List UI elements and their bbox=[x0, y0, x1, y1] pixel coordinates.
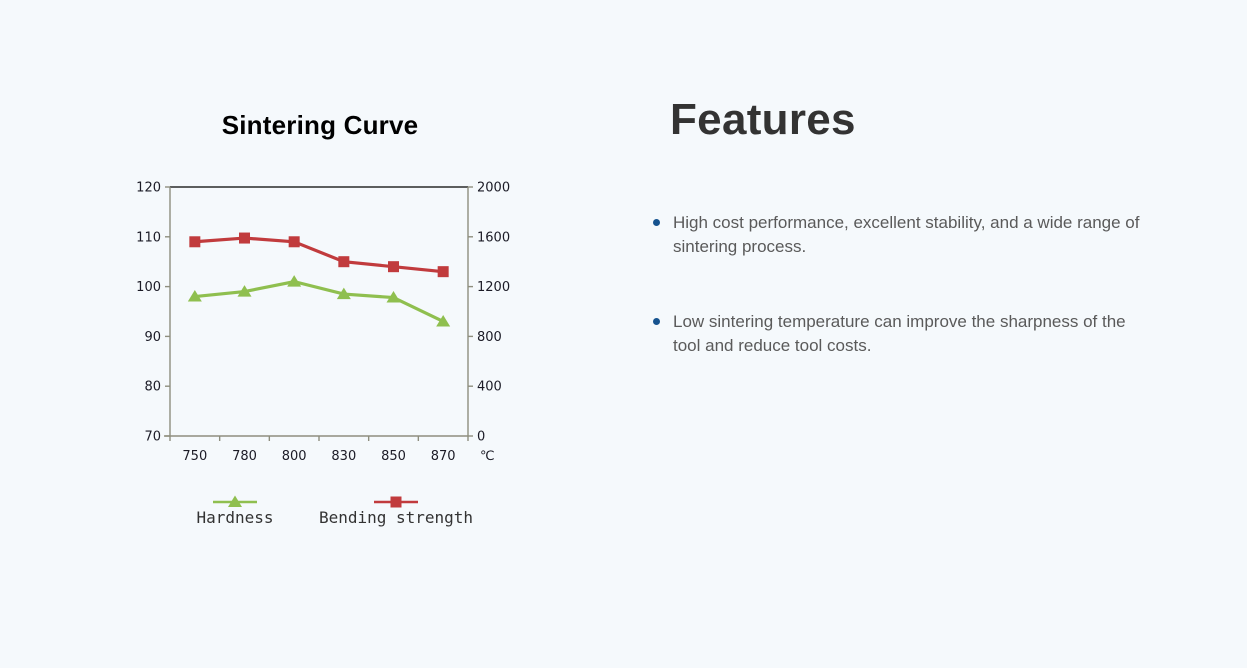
legend-marker bbox=[228, 495, 242, 507]
right-axis-tick-label: 1600 bbox=[477, 230, 510, 245]
data-point-marker bbox=[187, 290, 202, 302]
series-line-hardness bbox=[194, 279, 444, 323]
data-point-marker bbox=[386, 291, 401, 303]
feature-text: Low sintering temperature can improve th… bbox=[673, 312, 1126, 355]
sintering-curve-chart: 120 2000 110 1600 100 1200 90 800 80 400 70 0 750 780… bbox=[136, 181, 510, 528]
features-list: High cost performance, excellent stabili… bbox=[651, 211, 1143, 409]
x-axis-label: 830 bbox=[331, 449, 356, 464]
x-axis-label: 870 bbox=[431, 449, 456, 464]
data-point-marker bbox=[388, 261, 399, 273]
data-point-marker bbox=[189, 236, 201, 248]
left-axis-tick-label: 70 bbox=[144, 430, 161, 445]
legend-marker bbox=[390, 496, 402, 508]
right-axis-tick-label: 800 bbox=[477, 330, 502, 345]
data-point-marker bbox=[237, 285, 252, 297]
features-heading: Features bbox=[670, 95, 856, 144]
data-point-marker bbox=[239, 232, 250, 244]
feature-item: High cost performance, excellent stabili… bbox=[651, 211, 1143, 259]
data-point-marker bbox=[288, 236, 300, 248]
legend-label: Hardness bbox=[196, 508, 273, 527]
right-axis-tick-label: 2000 bbox=[477, 181, 510, 196]
data-point-marker bbox=[338, 256, 350, 268]
right-axis-tick-label: 1200 bbox=[477, 280, 510, 295]
series-line-bending-strength bbox=[194, 236, 444, 274]
bullet-dot-icon bbox=[653, 219, 660, 226]
data-point-marker bbox=[437, 266, 449, 278]
features-section: Features High cost performance, excellen… bbox=[653, 95, 1170, 355]
x-axis-label: 800 bbox=[282, 449, 307, 464]
left-axis-tick-label: 90 bbox=[144, 330, 161, 345]
right-axis-tick-label: 400 bbox=[477, 380, 502, 395]
data-point-marker bbox=[336, 287, 351, 300]
left-axis-tick-label: 110 bbox=[136, 230, 161, 245]
feature-item: Low sintering temperature can improve th… bbox=[651, 310, 1143, 358]
x-axis-unit-label: ℃ bbox=[480, 449, 495, 464]
x-axis-label: 780 bbox=[232, 449, 257, 464]
left-axis-tick-label: 80 bbox=[144, 380, 161, 395]
x-axis-label: 750 bbox=[182, 449, 207, 464]
right-axis-tick-label: 0 bbox=[477, 430, 485, 445]
legend-label: Bending strength bbox=[319, 508, 473, 527]
feature-text: High cost performance, excellent stabili… bbox=[673, 213, 1140, 256]
left-axis-tick-label: 100 bbox=[136, 280, 161, 295]
left-axis-tick-label: 120 bbox=[136, 181, 161, 196]
data-point-marker bbox=[436, 314, 451, 327]
data-point-marker bbox=[287, 275, 302, 287]
bullet-dot-icon bbox=[653, 318, 660, 325]
chart-title: Sintering Curve bbox=[221, 110, 419, 140]
x-axis-label: 850 bbox=[381, 449, 406, 464]
